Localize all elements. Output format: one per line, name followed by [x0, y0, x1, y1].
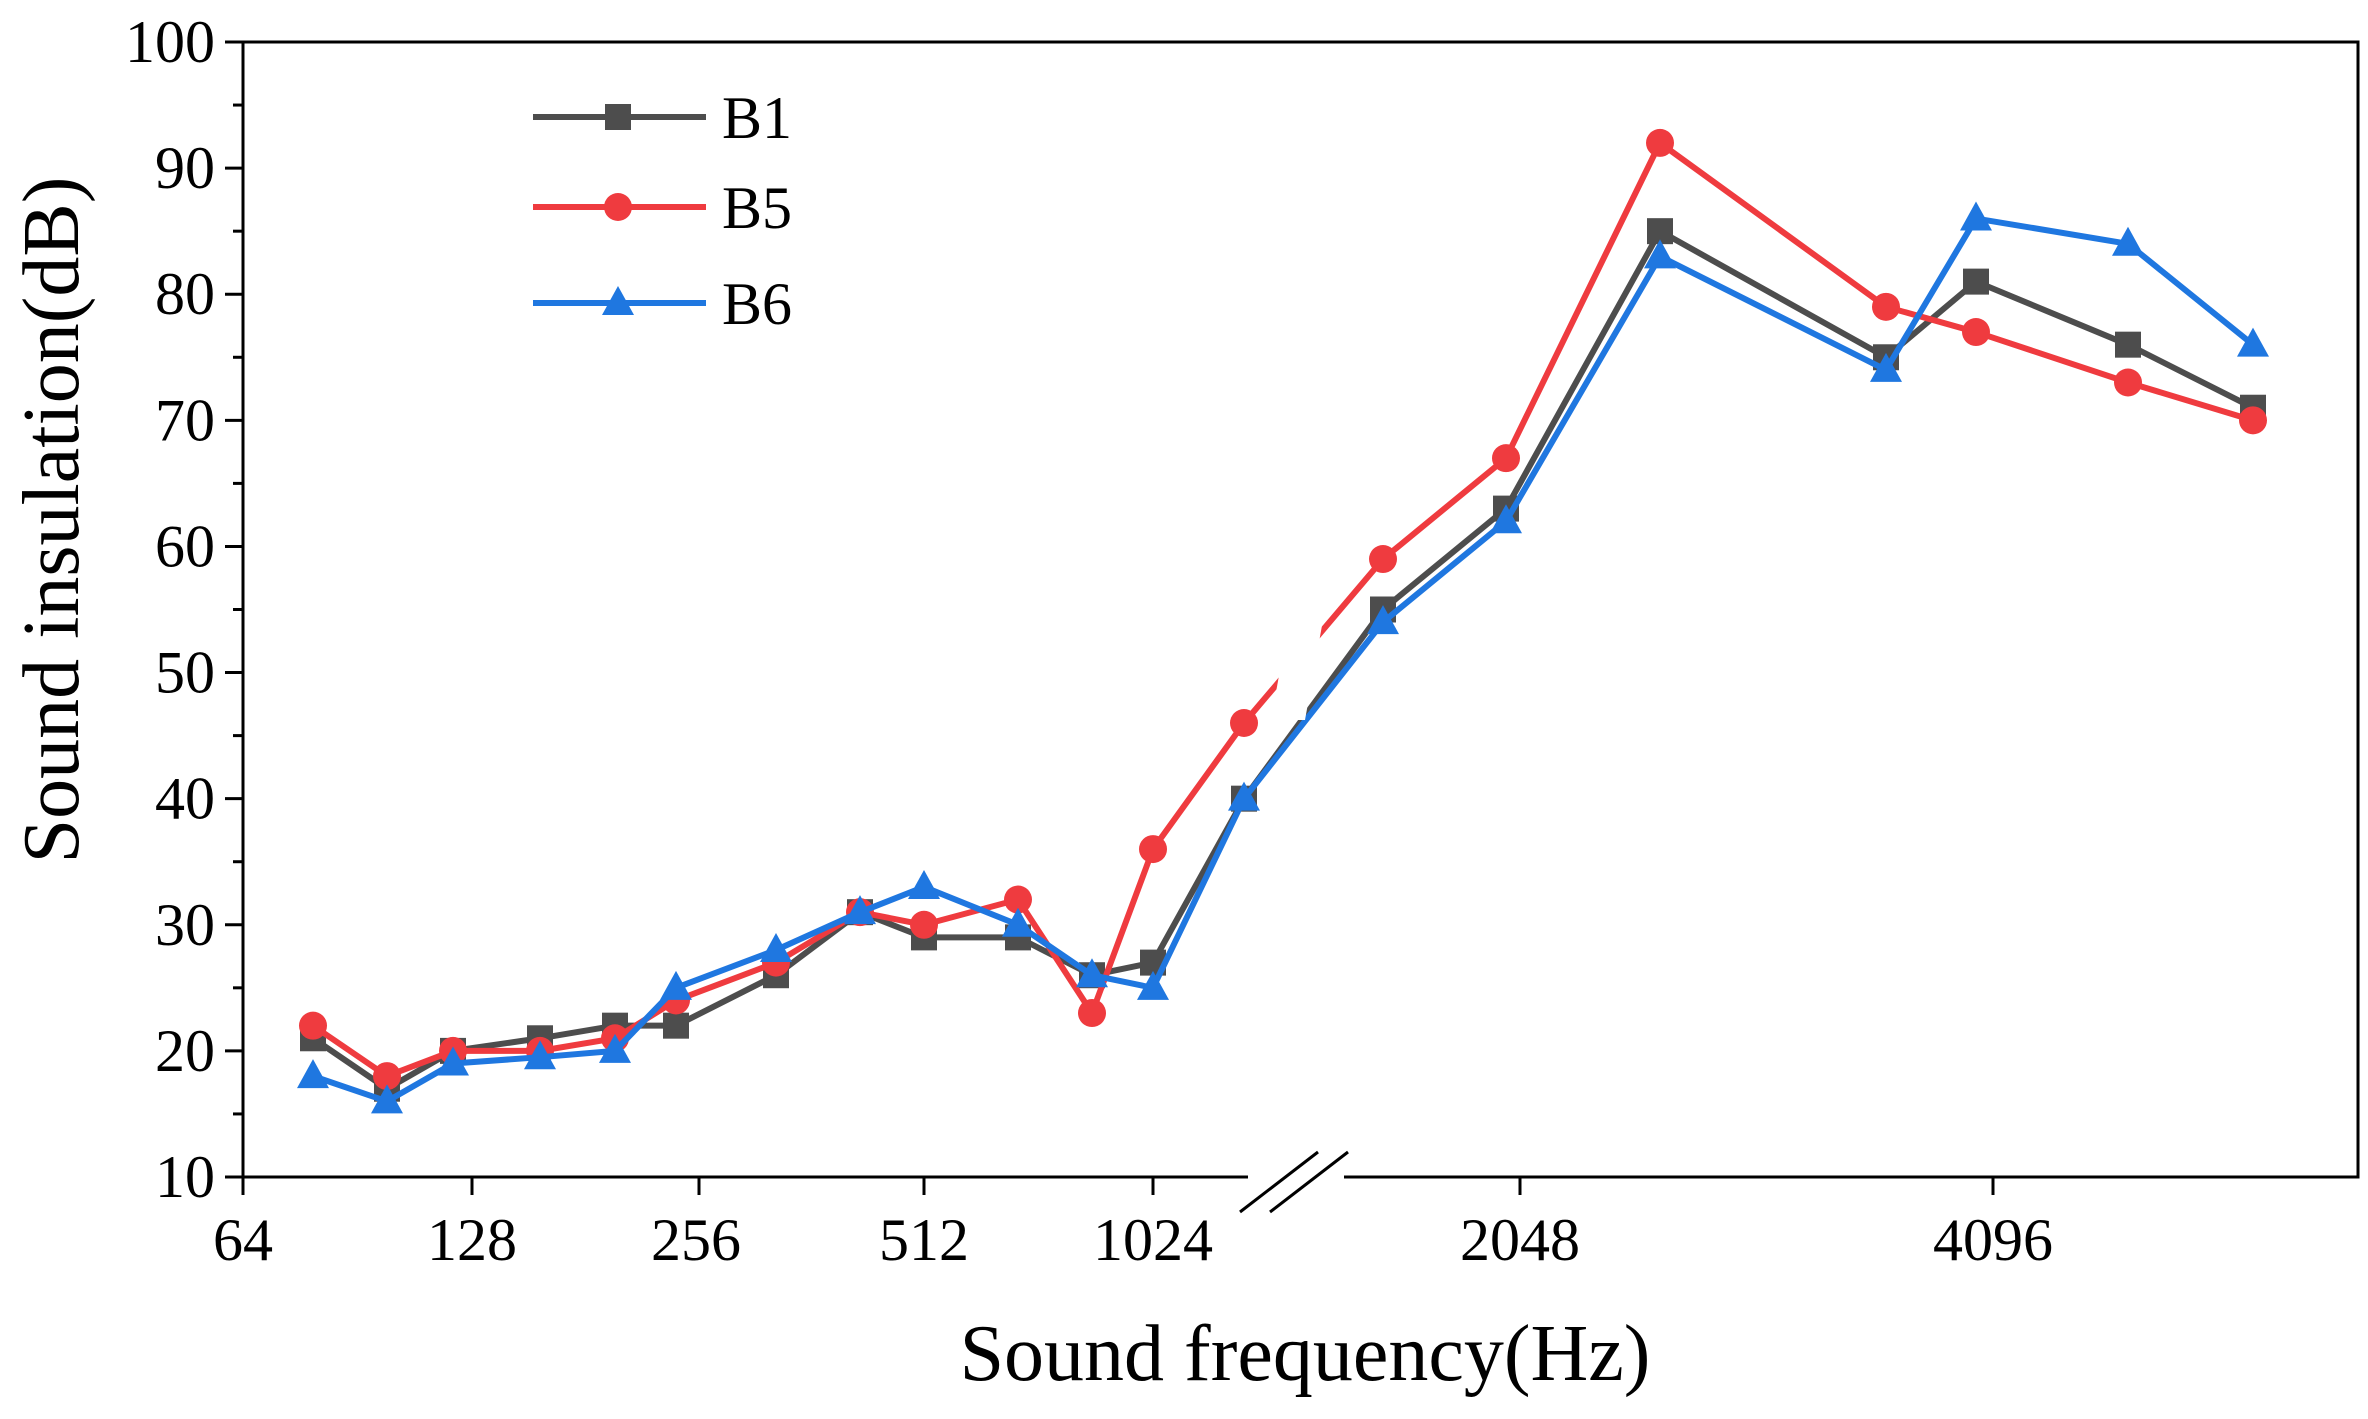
data-point-B6: [524, 1040, 556, 1070]
data-point-B6: [1367, 605, 1399, 635]
legend-label: B6: [722, 271, 792, 337]
x-tick-label: 2048: [1460, 1207, 1580, 1273]
y-tick-label: 80: [155, 261, 215, 327]
data-point-B5: [1492, 444, 1520, 473]
y-axis-title: Sound insulation(dB): [8, 177, 96, 864]
y-tick-label: 100: [125, 9, 215, 75]
legend-item-B6: B6: [533, 271, 792, 337]
legend-marker: [602, 286, 634, 315]
series-line-B6: [312, 215, 2255, 1105]
data-point-B6: [371, 1084, 403, 1114]
y-tick-label: 90: [155, 135, 215, 201]
data-point-B6: [844, 895, 876, 925]
data-point-B6: [1137, 970, 1169, 1000]
x-axis-title: Sound frequency(Hz): [960, 1310, 1651, 1398]
axis-break-mark: [1269, 1150, 1349, 1214]
series-break-gap: [1271, 620, 1323, 720]
legend-item-B1: B1: [533, 85, 792, 151]
data-point-B6: [1490, 504, 1522, 534]
plot-frame: [241, 40, 2360, 1179]
data-point-B5: [1139, 835, 1167, 864]
data-point-B6: [599, 1033, 631, 1063]
series-B5: [299, 128, 2267, 1091]
data-point-B6: [1076, 958, 1108, 988]
series-B6: [297, 201, 2269, 1114]
data-point-B6: [2237, 327, 2269, 357]
y-tick-label: 30: [155, 892, 215, 958]
data-point-B6: [1960, 201, 1992, 231]
x-tick-label: 64: [213, 1207, 273, 1273]
y-tick-label: 40: [155, 766, 215, 832]
y-tick-label: 20: [155, 1018, 215, 1084]
data-point-B6: [1870, 352, 1902, 382]
data-point-B6: [437, 1046, 469, 1076]
data-point-B1: [1963, 268, 1989, 295]
y-tick-label: 50: [155, 640, 215, 706]
y-tick-label: 70: [155, 387, 215, 453]
data-point-B5: [1230, 709, 1258, 737]
axis-break-mark: [1239, 1150, 1319, 1214]
axes: 10 20 30 40 50 60 70 80 90 100 64 128 256 512 1024 2048…: [125, 9, 2360, 1273]
x-tick-label: 4096: [1933, 1207, 2053, 1273]
data-point-B5: [373, 1062, 401, 1091]
data-point-B6: [760, 933, 792, 962]
legend-marker: [604, 193, 632, 221]
data-point-B5: [2114, 368, 2142, 397]
data-point-B6: [1644, 239, 1676, 269]
legend-label: B5: [722, 175, 792, 241]
legend-item-B5: B5: [533, 175, 792, 241]
legend-marker: [605, 104, 631, 130]
data-point-B5: [1646, 128, 1674, 157]
data-point-B6: [1002, 907, 1034, 937]
data-point-B5: [1872, 292, 1900, 321]
legend-label: B1: [722, 85, 792, 151]
data-point-B6: [908, 869, 940, 899]
series-group: [297, 128, 2269, 1114]
data-point-B6: [297, 1059, 329, 1089]
legend: B1 B5 B6: [533, 85, 792, 337]
series-line-B5: [311, 139, 2254, 1080]
y-tick-label: 10: [155, 1144, 215, 1210]
data-point-B6: [1228, 781, 1260, 811]
x-tick-label: 256: [651, 1207, 741, 1273]
data-point-B5: [1078, 999, 1106, 1028]
data-point-B6: [660, 970, 692, 1000]
data-point-B6: [2112, 226, 2144, 256]
data-point-B5: [299, 1011, 327, 1040]
data-point-B5: [1962, 318, 1990, 347]
x-tick-label: 512: [879, 1207, 969, 1273]
data-point-B5: [2239, 406, 2267, 435]
data-point-B1: [2115, 331, 2141, 358]
x-tick-label: 128: [427, 1207, 517, 1273]
data-point-B1: [663, 1012, 689, 1039]
data-point-B5: [1369, 545, 1397, 574]
y-tick-label: 60: [155, 513, 215, 579]
data-point-B5: [1004, 885, 1032, 914]
data-point-B5: [910, 910, 938, 939]
x-tick-label: 1024: [1093, 1207, 1213, 1273]
